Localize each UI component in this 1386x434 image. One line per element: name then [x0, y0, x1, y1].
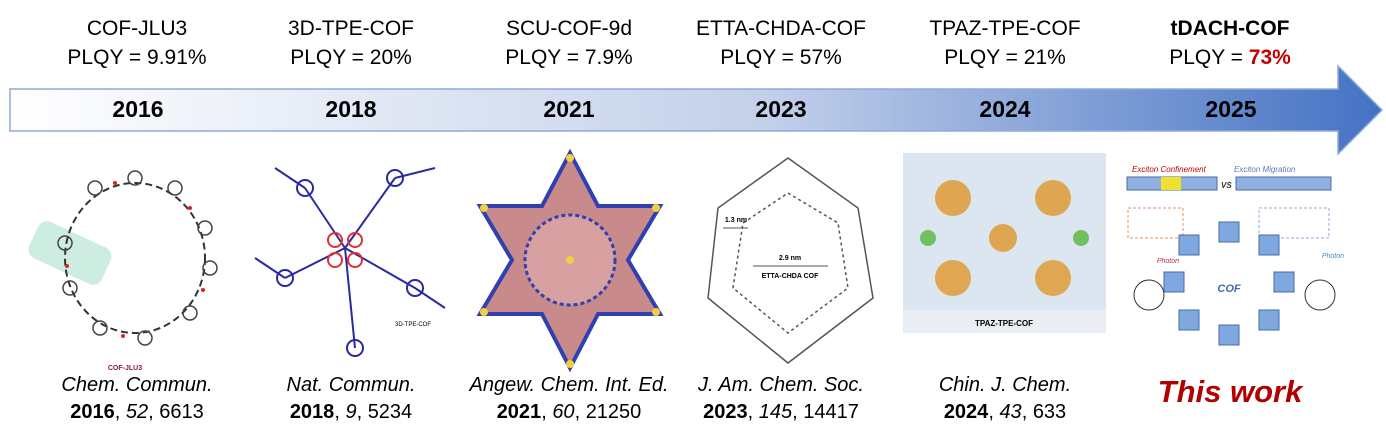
year-label: 2025 [1205, 96, 1257, 122]
3d-tpe-cof-structure-figure: 3D-TPE-COF [254, 167, 446, 357]
title-scu-cof-9d: SCU-COF-9d PLQY = 7.9% [505, 17, 633, 69]
figure-label: TPAZ-TPE-COF [975, 319, 1033, 328]
tpaz-tpe-cof-structure-figure: TPAZ-TPE-COF [903, 153, 1106, 333]
pore-size-small: 1.3 nm [725, 217, 747, 224]
title-etta-chda-cof: ETTA-CHDA-COF PLQY = 57% [696, 17, 866, 69]
pore-size-large: 2.9 nm [779, 255, 801, 262]
figure-label: ETTA-CHDA COF [762, 273, 819, 280]
photon-label: Photon [1322, 253, 1344, 260]
tdach-cof-scheme-figure: Exciton Confinement Exciton Migration VS… [1126, 165, 1344, 346]
this-work-label: This work [1157, 374, 1303, 409]
title-tpaz-tpe-cof: TPAZ-TPE-COF PLQY = 21% [929, 17, 1081, 69]
citation: Chem. Commun. 2016, 52, 6613 [61, 374, 213, 423]
citation: J. Am. Chem. Soc. 2023, 145, 14417 [698, 374, 864, 423]
year-label: 2016 [112, 96, 164, 122]
title-3d-tpe-cof: 3D-TPE-COF PLQY = 20% [288, 17, 414, 69]
year-label: 2023 [755, 96, 807, 122]
scu-cof-9d-structure-figure [476, 148, 664, 373]
exciton-confinement-label: Exciton Confinement [1132, 165, 1207, 174]
vs-label: VS [1221, 181, 1232, 190]
year-label: 2024 [979, 96, 1031, 122]
citation: Angew. Chem. Int. Ed. 2021, 60, 21250 [469, 374, 669, 423]
figure-label: 3D-TPE-COF [395, 322, 431, 328]
citation: Nat. Commun. 2018, 9, 5234 [286, 374, 416, 423]
title-cof-jlu3: COF-JLU3 PLQY = 9.91% [67, 17, 207, 69]
year-label: 2018 [325, 96, 377, 122]
exciton-migration-label: Exciton Migration [1234, 165, 1296, 174]
figure-label: COF-JLU3 [108, 365, 142, 372]
etta-chda-cof-structure-figure: 1.3 nm 2.9 nm ETTA-CHDA COF [707, 157, 874, 364]
cof-jlu3-structure-figure: COF-JLU3 [28, 170, 218, 372]
photon-label: Photon [1157, 258, 1179, 265]
cof-label: COF [1217, 283, 1241, 295]
year-label: 2021 [543, 96, 595, 122]
citation: Chin. J. Chem. 2024, 43, 633 [938, 374, 1072, 423]
title-tdach-cof: tDACH-COF PLQY = 73% [1169, 17, 1291, 69]
